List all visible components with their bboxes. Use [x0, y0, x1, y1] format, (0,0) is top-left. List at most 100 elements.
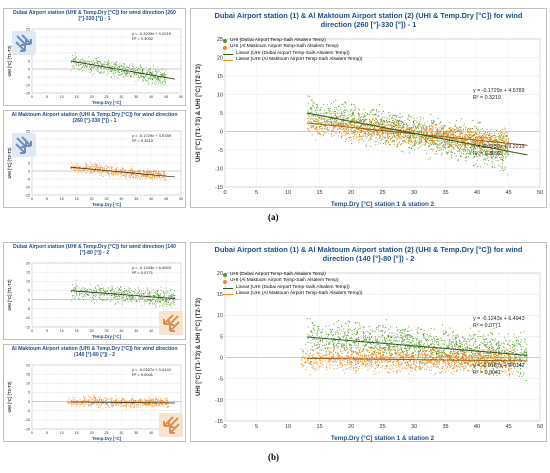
data-point	[460, 126, 462, 128]
data-point	[90, 64, 91, 66]
data-point	[110, 68, 112, 70]
data-point	[340, 121, 342, 123]
data-point	[100, 283, 102, 285]
data-point	[145, 74, 147, 76]
data-point	[436, 146, 438, 148]
data-point	[108, 60, 110, 62]
data-point	[123, 66, 125, 68]
data-point	[339, 122, 341, 124]
data-point	[439, 133, 441, 135]
data-point	[458, 130, 460, 133]
data-point	[119, 291, 121, 293]
data-point	[501, 167, 503, 169]
data-point	[93, 298, 94, 300]
data-point	[97, 71, 99, 73]
data-point	[410, 116, 412, 118]
data-point	[147, 290, 149, 291]
data-point	[479, 150, 481, 152]
data-point	[399, 117, 401, 119]
data-point	[71, 69, 73, 71]
data-point	[364, 124, 366, 126]
data-point	[106, 171, 108, 172]
data-point	[119, 65, 121, 67]
data-point	[153, 68, 155, 70]
x-tick-label: 15	[75, 329, 79, 333]
data-point	[491, 158, 493, 160]
data-point	[459, 132, 461, 134]
data-point	[103, 287, 104, 289]
data-point	[99, 174, 101, 176]
data-point	[330, 111, 332, 113]
data-point	[506, 153, 508, 155]
data-point	[149, 69, 151, 71]
data-point	[469, 128, 471, 130]
data-point	[432, 120, 435, 122]
x-tick-label: 5	[46, 95, 48, 99]
data-point	[412, 134, 414, 137]
data-point	[483, 154, 485, 156]
data-point	[454, 134, 456, 136]
data-point	[386, 121, 388, 123]
data-point	[133, 170, 134, 172]
data-point	[112, 289, 114, 290]
data-point	[418, 135, 420, 137]
data-point	[465, 140, 467, 142]
data-point	[387, 137, 389, 139]
data-point	[142, 79, 144, 81]
x-tick-label: 10	[60, 95, 64, 99]
data-point	[309, 107, 312, 109]
data-point	[122, 167, 124, 169]
data-point	[379, 104, 381, 106]
data-point	[472, 150, 475, 152]
data-point	[333, 120, 335, 122]
x-tick-label: 25	[105, 197, 109, 201]
data-point	[450, 148, 452, 150]
data-point	[494, 166, 496, 168]
data-point	[144, 174, 146, 176]
legend-label: UHI (Dubai Airport Temp-Saih Alsalem Tem…	[230, 38, 326, 43]
data-point	[159, 69, 160, 71]
data-point	[464, 156, 466, 159]
data-point	[475, 132, 477, 134]
data-point	[114, 66, 116, 68]
data-point	[481, 148, 483, 151]
data-point	[121, 72, 123, 74]
data-point	[144, 296, 146, 298]
data-point	[397, 125, 400, 127]
data-point	[89, 283, 91, 285]
data-point	[100, 172, 102, 174]
data-point	[435, 139, 437, 141]
data-point	[147, 70, 149, 72]
data-point	[163, 296, 165, 298]
data-point	[88, 292, 90, 294]
data-point	[138, 76, 140, 78]
data-point	[101, 72, 103, 74]
data-point	[149, 299, 151, 301]
data-point	[392, 125, 395, 127]
data-point	[496, 147, 498, 149]
data-point	[431, 123, 433, 125]
data-point	[148, 304, 150, 306]
data-point	[437, 130, 439, 132]
data-point	[378, 115, 380, 117]
data-point	[317, 121, 319, 123]
data-point	[317, 107, 319, 109]
data-point	[421, 139, 423, 141]
data-point	[149, 67, 151, 69]
data-point	[470, 147, 472, 149]
data-point	[412, 137, 415, 139]
data-point	[365, 137, 367, 139]
data-point	[341, 123, 343, 125]
data-point	[156, 72, 158, 74]
data-point	[163, 171, 165, 172]
data-point	[347, 124, 349, 126]
data-point	[369, 112, 372, 114]
data-point	[438, 149, 440, 152]
data-point	[122, 72, 124, 74]
data-point	[424, 149, 426, 152]
data-point	[320, 106, 322, 108]
data-point	[103, 289, 105, 291]
data-point	[369, 133, 371, 135]
data-point	[84, 167, 86, 168]
data-point	[447, 152, 449, 154]
